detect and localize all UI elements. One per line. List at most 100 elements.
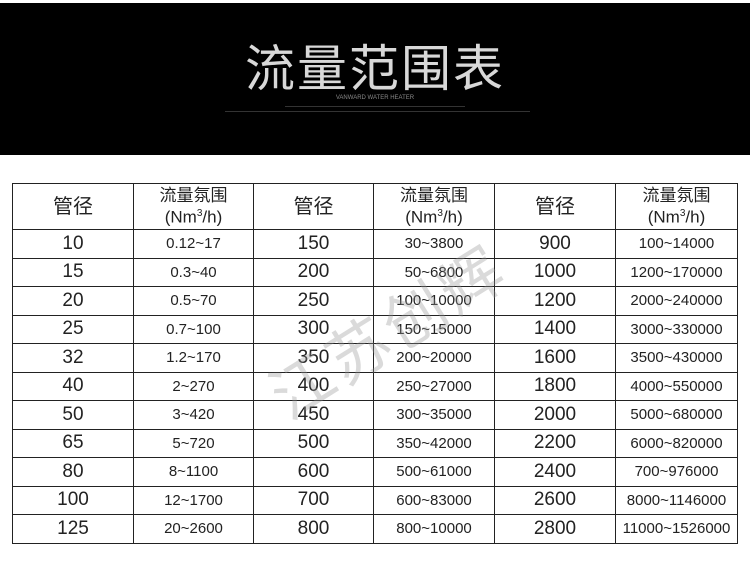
pipe-diameter-cell: 15 [12,257,134,287]
column-header-flow-range: 流量氛围 (Nm3/h) [373,183,495,230]
flow-range-cell: 8000~1146000 [615,485,738,515]
flow-range-cell: 3500~430000 [615,343,738,373]
column-header-pipe-diameter: 管径 [253,183,374,230]
flow-range-cell: 350~42000 [373,428,495,458]
flow-range-cell: 5~720 [133,428,254,458]
pipe-diameter-cell: 350 [253,343,374,373]
pipe-diameter-cell: 500 [253,428,374,458]
table-row: 20 0.5~70 250 100~10000 1200 2000~240000 [12,286,738,316]
table-row: 100 12~1700 700 600~83000 2600 8000~1146000 [12,485,738,515]
flow-range-cell: 600~83000 [373,485,495,515]
flow-range-cell: 250~27000 [373,371,495,401]
table-row: 25 0.7~100 300 150~15000 1400 3000~330000 [12,314,738,344]
header-banner: 流量范围表 VANWARD WATER HEATER [0,3,750,155]
flow-unit-suffix: /h) [685,207,706,227]
flow-unit-exponent: 3 [196,207,203,219]
column-header-pipe-diameter: 管径 [494,183,616,230]
pipe-diameter-cell: 1800 [494,371,616,401]
table-row: 65 5~720 500 350~42000 2200 6000~820000 [12,428,738,458]
pipe-diameter-cell: 32 [12,343,134,373]
flow-range-cell: 12~1700 [133,485,254,515]
table-row: 125 20~2600 800 800~10000 2800 11000~1526000 [12,514,738,544]
flow-range-cell: 1200~170000 [615,257,738,287]
flow-range-cell: 6000~820000 [615,428,738,458]
pipe-diameter-cell: 600 [253,457,374,487]
flow-range-table: 管径 流量氛围 (Nm3/h) 管径 流量氛围 (Nm3/h) 管径 流量氛围 (Nm3/h) … [12,183,738,544]
flow-unit-exponent: 3 [679,207,686,219]
flow-range-cell: 5000~680000 [615,400,738,430]
pipe-diameter-cell: 200 [253,257,374,287]
flow-range-cell: 0.5~70 [133,286,254,316]
flow-range-cell: 20~2600 [133,514,254,544]
pipe-diameter-cell: 2000 [494,400,616,430]
flow-range-cell: 800~10000 [373,514,495,544]
pipe-diameter-cell: 1000 [494,257,616,287]
banner-subtitle: VANWARD WATER HEATER [335,95,415,101]
column-header-pipe-diameter: 管径 [12,183,134,230]
table-row: 10 0.12~17 150 30~3800 900 100~14000 [12,229,738,259]
pipe-diameter-cell: 50 [12,400,134,430]
table-header-row: 管径 流量氛围 (Nm3/h) 管径 流量氛围 (Nm3/h) 管径 流量氛围 (Nm3/h) [12,183,738,230]
pipe-diameter-cell: 65 [12,428,134,458]
pipe-diameter-cell: 2200 [494,428,616,458]
pipe-diameter-cell: 25 [12,314,134,344]
flow-range-cell: 150~15000 [373,314,495,344]
flow-range-cell: 11000~1526000 [615,514,738,544]
flow-range-cell: 2~270 [133,371,254,401]
pipe-diameter-cell: 100 [12,485,134,515]
column-header-flow-range: 流量氛围 (Nm3/h) [133,183,254,230]
flow-header-label: 流量氛围 [642,185,711,205]
flow-unit-prefix: (Nm [405,207,438,227]
table-body: 10 0.12~17 150 30~3800 900 100~14000 15 0.3~40 2… [12,229,738,544]
flow-range-cell: 700~976000 [615,457,738,487]
flow-range-cell: 1.2~170 [133,343,254,373]
flow-range-cell: 3000~330000 [615,314,738,344]
flow-range-cell: 4000~550000 [615,371,738,401]
flow-range-cell: 500~61000 [373,457,495,487]
flow-range-cell: 300~35000 [373,400,495,430]
pipe-diameter-cell: 900 [494,229,616,259]
table-row: 15 0.3~40 200 50~6800 1000 1200~170000 [12,257,738,287]
flow-unit-prefix: (Nm [164,207,197,227]
pipe-diameter-cell: 250 [253,286,374,316]
pipe-diameter-cell: 125 [12,514,134,544]
decorative-divider [285,106,465,107]
flow-range-cell: 200~20000 [373,343,495,373]
pipe-diameter-cell: 800 [253,514,374,544]
flow-header-label: 流量氛围 [159,185,228,205]
pipe-diameter-cell: 1400 [494,314,616,344]
flow-range-cell: 0.12~17 [133,229,254,259]
column-header-flow-range: 流量氛围 (Nm3/h) [615,183,738,230]
pipe-diameter-cell: 80 [12,457,134,487]
flow-unit-prefix: (Nm [647,207,680,227]
flow-header-label: 流量氛围 [400,185,468,205]
pipe-diameter-cell: 700 [253,485,374,515]
pipe-diameter-cell: 450 [253,400,374,430]
page-title: 流量范围表 [245,40,505,98]
flow-range-cell: 2000~240000 [615,286,738,316]
pipe-diameter-cell: 300 [253,314,374,344]
pipe-diameter-cell: 400 [253,371,374,401]
table-row: 50 3~420 450 300~35000 2000 5000~680000 [12,400,738,430]
pipe-diameter-cell: 2400 [494,457,616,487]
flow-range-cell: 50~6800 [373,257,495,287]
flow-range-cell: 100~10000 [373,286,495,316]
pipe-diameter-cell: 10 [12,229,134,259]
flow-range-cell: 0.7~100 [133,314,254,344]
flow-range-cell: 8~1100 [133,457,254,487]
pipe-diameter-cell: 20 [12,286,134,316]
pipe-diameter-cell: 40 [12,371,134,401]
pipe-diameter-cell: 150 [253,229,374,259]
flow-range-cell: 100~14000 [615,229,738,259]
pipe-diameter-cell: 1600 [494,343,616,373]
table-row: 80 8~1100 600 500~61000 2400 700~976000 [12,457,738,487]
decorative-divider [225,111,530,112]
flow-range-cell: 3~420 [133,400,254,430]
pipe-diameter-cell: 2800 [494,514,616,544]
flow-unit-exponent: 3 [437,207,443,219]
flow-unit-suffix: /h) [442,207,463,227]
pipe-diameter-cell: 1200 [494,286,616,316]
flow-range-cell: 30~3800 [373,229,495,259]
table-row: 40 2~270 400 250~27000 1800 4000~550000 [12,371,738,401]
flow-range-cell: 0.3~40 [133,257,254,287]
